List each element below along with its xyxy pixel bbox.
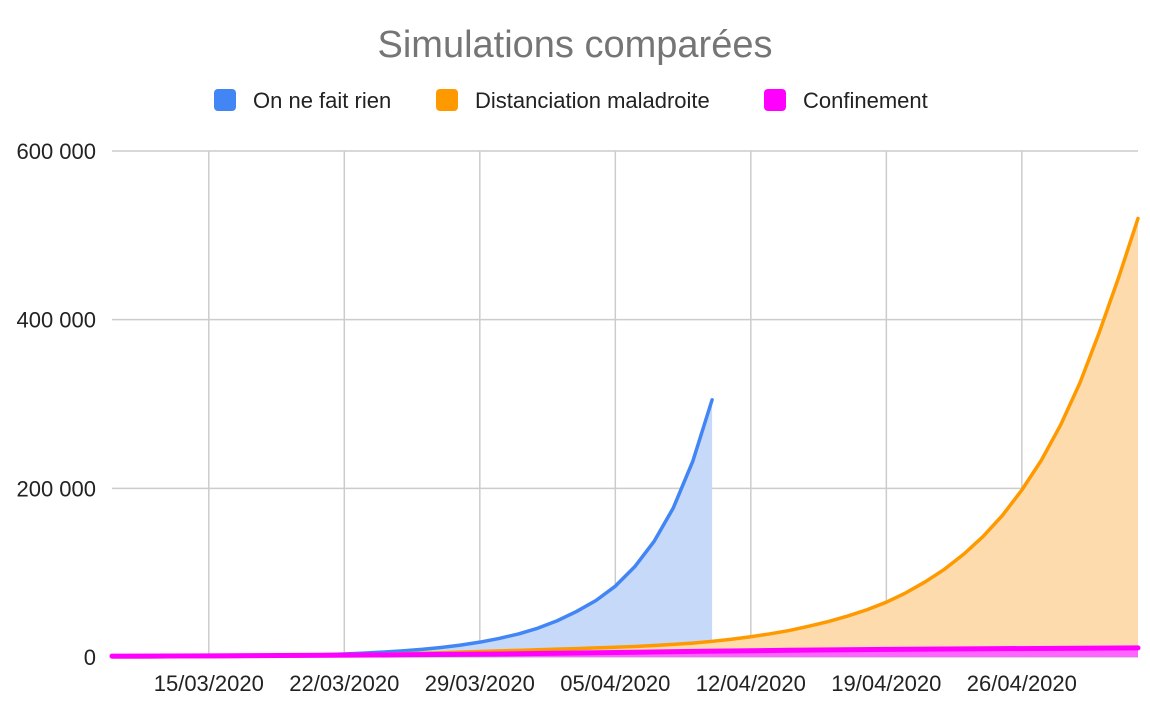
x-tick-label: 26/04/2020 (967, 671, 1077, 696)
y-tick-label: 200 000 (16, 476, 96, 501)
y-tick-label: 400 000 (16, 308, 96, 333)
legend-label-distanciation-maladroite: Distanciation maladroite (475, 88, 710, 113)
y-tick-label: 600 000 (16, 139, 96, 164)
legend-swatch-distanciation-maladroite (436, 89, 458, 111)
y-tick-label: 0 (84, 645, 96, 670)
legend: On ne fait rien Distanciation maladroite… (214, 88, 928, 113)
chart-title: Simulations comparées (378, 24, 773, 66)
legend-label-on-ne-fait-rien: On ne fait rien (253, 88, 391, 113)
x-tick-label: 05/04/2020 (560, 671, 670, 696)
legend-swatch-confinement (764, 89, 786, 111)
gridlines (112, 150, 1138, 658)
x-tick-label: 19/04/2020 (831, 671, 941, 696)
legend-swatch-on-ne-fait-rien (214, 89, 236, 111)
tick-labels: 0 200 000 400 000 600 000 15/03/2020 22/03/20… (16, 139, 1076, 696)
x-tick-label: 12/04/2020 (696, 671, 806, 696)
legend-label-confinement: Confinement (803, 88, 928, 113)
series-area (112, 218, 1138, 657)
series (109, 216, 1141, 659)
series-line (109, 645, 1141, 659)
x-tick-label: 22/03/2020 (289, 671, 399, 696)
x-tick-label: 15/03/2020 (154, 671, 264, 696)
series-area (112, 399, 713, 657)
x-tick-label: 29/03/2020 (425, 671, 535, 696)
